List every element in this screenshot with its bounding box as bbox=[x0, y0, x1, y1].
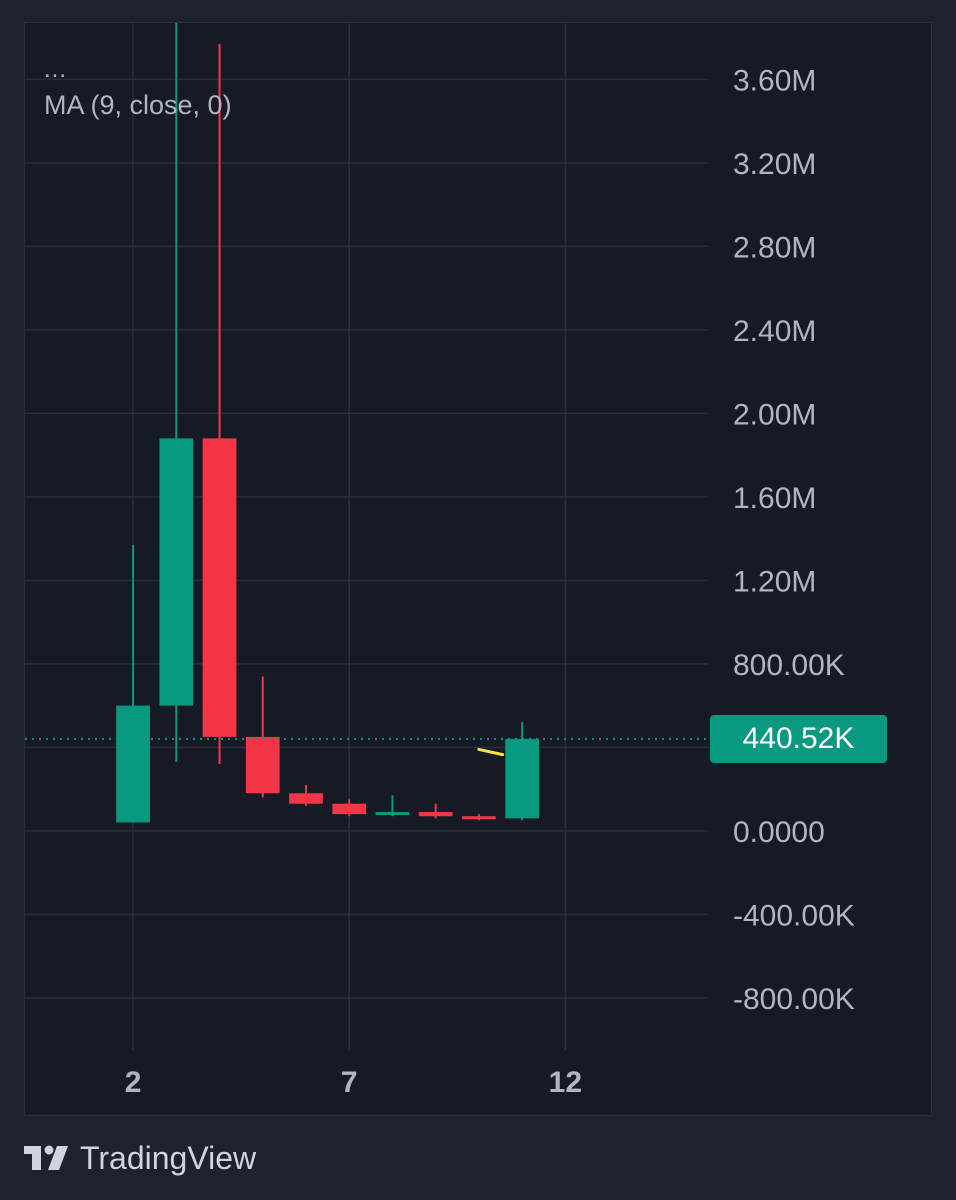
y-tick-label: 800.00K bbox=[733, 649, 845, 682]
y-tick-label: 2.00M bbox=[733, 398, 816, 431]
candle-layer bbox=[116, 23, 539, 823]
candle-body bbox=[332, 803, 367, 815]
x-tick-label: 2 bbox=[125, 1066, 142, 1099]
brand-name: TradingView bbox=[80, 1139, 257, 1176]
x-tick-label: 12 bbox=[549, 1066, 582, 1099]
candle-body bbox=[202, 438, 237, 737]
legend-ma-indicator[interactable]: MA (9, close, 0) bbox=[44, 90, 232, 120]
candle-body bbox=[505, 738, 539, 819]
candle-body bbox=[289, 793, 323, 804]
last-price-tag: 440.52K bbox=[710, 714, 887, 763]
candle-body bbox=[462, 816, 496, 820]
y-tick-label: 2.80M bbox=[733, 231, 816, 264]
candle-body bbox=[116, 705, 150, 823]
y-tick-label: 2.40M bbox=[733, 315, 816, 348]
candle-body bbox=[245, 736, 280, 794]
y-tick-label: 3.20M bbox=[733, 148, 816, 181]
x-tick-label: 7 bbox=[341, 1066, 358, 1099]
y-tick-label: 1.60M bbox=[733, 482, 816, 515]
y-tick-label: -400.00K bbox=[733, 899, 855, 932]
y-tick-label: 3.60M bbox=[733, 64, 816, 97]
grid-layer bbox=[25, 23, 708, 1050]
tradingview-logo-icon bbox=[24, 1145, 68, 1170]
legend-more-dots[interactable]: ... bbox=[44, 56, 68, 83]
y-tick-label: 1.20M bbox=[733, 565, 816, 598]
ma-layer bbox=[477, 747, 505, 757]
y-tick-label: -800.00K bbox=[733, 983, 855, 1016]
candle-body bbox=[375, 812, 410, 816]
axis-layer: 3.60M 3.20M 2.80M 2.40M 2.00M 1.60M 1.20M 800.0… bbox=[125, 64, 855, 1099]
candle-body bbox=[159, 438, 194, 706]
candle-body bbox=[418, 812, 453, 817]
y-tick-label: 0.0000 bbox=[733, 816, 825, 849]
brand-watermark[interactable]: TradingView bbox=[24, 1138, 256, 1178]
ma-line bbox=[477, 747, 505, 757]
